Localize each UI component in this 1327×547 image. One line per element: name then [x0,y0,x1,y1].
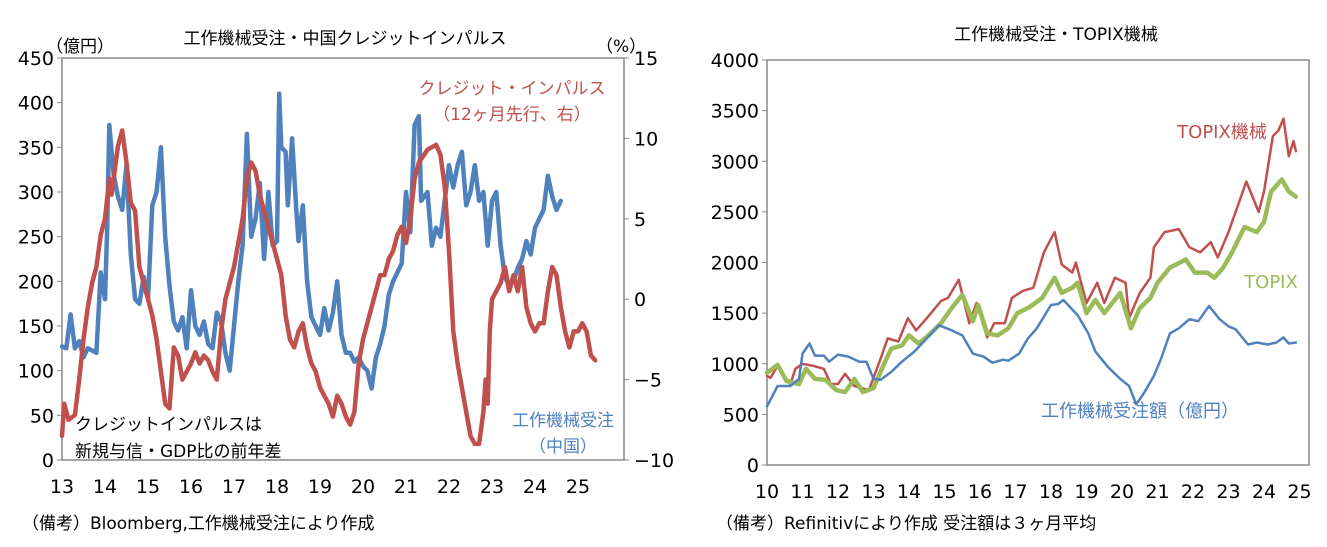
y-tick-label: 200 [18,271,54,293]
y-tick-label: 2500 [711,202,759,224]
y-tick-label: 350 [18,137,54,159]
y-tick-label: 50 [30,405,54,427]
x-tick-label: 24 [523,476,547,498]
x-tick-label: 22 [1181,481,1205,503]
left-plot-area [61,57,625,461]
x-tick-label: 16 [968,481,992,503]
x-tick-label: 17 [1003,481,1027,503]
y2-tick-label: 10 [634,128,658,150]
x-tick-label: 14 [93,476,117,498]
y2-tick-label: −10 [634,450,674,472]
x-tick-label: 10 [755,481,779,503]
y-tick-label: 400 [18,93,54,115]
x-tick-label: 14 [897,481,921,503]
y-tick-label: 1500 [711,303,759,325]
right-chart: 工作機械受注・TOPIX機械 0 500 1000 1500 2000 2500 3000 3… [711,25,1312,534]
left-y-axis-unit: （億円） [46,37,114,57]
x-tick-label: 21 [394,476,418,498]
x-tick-label: 17 [222,476,246,498]
right-chart-title: 工作機械受注・TOPIX機械 [954,25,1158,45]
note-line-2: 新規与信・GDP比の前年差 [75,442,282,462]
x-tick-label: 12 [826,481,850,503]
y-tick-label: 3500 [711,101,759,123]
y-tick-label: 3000 [711,151,759,173]
x-tick-label: 25 [566,476,590,498]
note-line-1: クレジットインパルスは [75,415,262,435]
y-tick-label: 250 [18,227,54,249]
china-orders-label: 工作機械受注 [512,411,614,431]
x-tick-label: 19 [1074,481,1098,503]
x-tick-label: 13 [50,476,74,498]
x-tick-label: 21 [1145,481,1169,503]
topix-machinery-label: TOPIX機械 [1176,122,1267,143]
y2-tick-label: 15 [634,48,658,70]
y2-tick-label: 0 [634,289,646,311]
x-tick-label: 13 [861,481,885,503]
left-chart-title: 工作機械受注・中国クレジットインパルス [184,29,507,49]
y-tick-label: 150 [18,316,54,338]
series-line-2 [59,128,598,447]
y2-tick-label: −5 [634,370,662,392]
y2-tick-label: 5 [634,209,646,231]
x-tick-label: 24 [1252,481,1276,503]
y-tick-label: 0 [747,455,759,477]
left-source-note: （備考）Bloomberg,工作機械受注により作成 [22,514,375,534]
series-line-2 [764,177,1299,395]
y-tick-label: 2000 [711,253,759,275]
credit-impulse-label: クレジット・インパルス [419,79,606,99]
y-tick-label: 0 [42,450,54,472]
orders-amount-label: 工作機械受注額（億円） [1041,401,1239,422]
x-tick-label: 11 [790,481,814,503]
y-tick-label: 100 [18,361,54,383]
y-tick-label: 300 [18,182,54,204]
y-tick-label: 1000 [711,354,759,376]
x-tick-label: 15 [136,476,160,498]
credit-impulse-sublabel: （12ヶ月先行、右） [433,105,591,125]
series-line-3 [765,298,1298,408]
china-orders-sublabel: （中国） [529,437,597,457]
series-line-1 [765,117,1298,392]
x-tick-label: 23 [1216,481,1240,503]
x-tick-label: 20 [351,476,375,498]
x-tick-label: 25 [1287,481,1311,503]
x-tick-label: 19 [308,476,332,498]
x-tick-label: 22 [437,476,461,498]
x-tick-label: 23 [480,476,504,498]
x-tick-label: 20 [1110,481,1134,503]
right-y-axis-unit: （%） [596,37,646,57]
y-tick-label: 450 [18,48,54,70]
x-tick-label: 18 [265,476,289,498]
topix-label: TOPIX [1243,272,1298,293]
y-tick-label: 4000 [711,50,759,72]
y-tick-label: 500 [723,404,759,426]
x-tick-label: 18 [1039,481,1063,503]
right-source-note: （備考）Refinitivにより作成 受注額は３ヶ月平均 [716,514,1096,534]
left-chart: 工作機械受注・中国クレジットインパルス （億円） （%） 05010015020… [18,29,674,534]
x-tick-label: 15 [932,481,956,503]
x-tick-label: 16 [179,476,203,498]
